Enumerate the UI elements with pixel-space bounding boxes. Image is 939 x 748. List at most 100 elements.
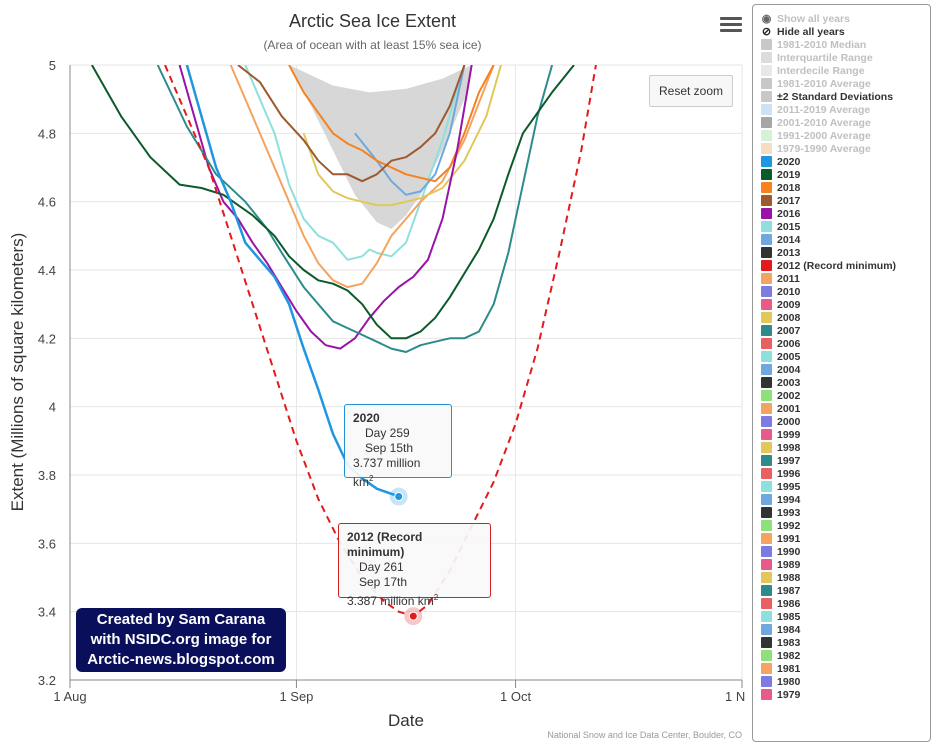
- legend-item[interactable]: 2011-2019 Average: [761, 103, 930, 116]
- legend-hide-all-label: Hide all years: [777, 25, 845, 38]
- legend-item[interactable]: 1996: [761, 467, 930, 480]
- credit-box: Created by Sam Carana with NSIDC.org ima…: [76, 608, 286, 672]
- legend-swatch: [761, 169, 772, 180]
- tooltip-2020: 2020 Day 259 Sep 15th 3.737 million km2: [344, 404, 452, 489]
- legend-label: 1985: [777, 610, 801, 623]
- legend-item[interactable]: 2010: [761, 285, 930, 298]
- legend-item[interactable]: 1992: [761, 519, 930, 532]
- legend-item[interactable]: 1981-2010 Average: [761, 77, 930, 90]
- legend-label: 2003: [777, 376, 801, 389]
- legend-swatch: [761, 637, 772, 648]
- legend-item[interactable]: 1991: [761, 532, 930, 545]
- legend-item[interactable]: 2014: [761, 233, 930, 246]
- legend-item[interactable]: 2011: [761, 272, 930, 285]
- legend-item[interactable]: 1980: [761, 675, 930, 688]
- legend-item[interactable]: 2008: [761, 311, 930, 324]
- series-line-2017: [237, 65, 466, 183]
- legend-item[interactable]: 1981: [761, 662, 930, 675]
- legend-item[interactable]: 1985: [761, 610, 930, 623]
- legend-item[interactable]: 1995: [761, 480, 930, 493]
- legend-item[interactable]: 2016: [761, 207, 930, 220]
- legend-item[interactable]: 1979-1990 Average: [761, 142, 930, 155]
- legend-label: 1981: [777, 662, 801, 675]
- legend-item[interactable]: 1991-2000 Average: [761, 129, 930, 142]
- legend-swatch: [761, 611, 772, 622]
- legend-label: 1986: [777, 597, 801, 610]
- legend-item[interactable]: 1994: [761, 493, 930, 506]
- legend-item[interactable]: 2003: [761, 376, 930, 389]
- y-axis-label: Extent (Millions of square kilometers): [8, 233, 27, 512]
- tooltip-value: 3.737 million km: [353, 456, 421, 489]
- legend-item[interactable]: 2017: [761, 194, 930, 207]
- legend-label: 2004: [777, 363, 801, 376]
- legend-item[interactable]: ±2 Standard Deviations: [761, 90, 930, 103]
- series-line-2015: [244, 65, 466, 261]
- y-tick-label: 3.4: [38, 605, 56, 620]
- legend-panel: ◉ Show all years ⊘ Hide all years 1981-201…: [752, 4, 931, 742]
- legend-item[interactable]: 1990: [761, 545, 930, 558]
- legend-item[interactable]: 1983: [761, 636, 930, 649]
- tooltip-day: Day 259: [365, 426, 410, 440]
- legend-swatch: [761, 130, 772, 141]
- legend-item[interactable]: 1998: [761, 441, 930, 454]
- legend-label: 2007: [777, 324, 801, 337]
- legend-label: 2013: [777, 246, 801, 259]
- legend-item[interactable]: 1987: [761, 584, 930, 597]
- legend-swatch: [761, 689, 772, 700]
- legend-item[interactable]: 2000: [761, 415, 930, 428]
- tooltip-day: Day 261: [359, 560, 404, 574]
- legend-item[interactable]: 2018: [761, 181, 930, 194]
- legend-item[interactable]: 2013: [761, 246, 930, 259]
- legend-item[interactable]: 1981-2010 Median: [761, 38, 930, 51]
- legend-item[interactable]: 1989: [761, 558, 930, 571]
- legend-label: 2000: [777, 415, 801, 428]
- legend-item[interactable]: 2005: [761, 350, 930, 363]
- legend-item[interactable]: 1997: [761, 454, 930, 467]
- legend-item[interactable]: 2001: [761, 402, 930, 415]
- legend-label: 2010: [777, 285, 801, 298]
- legend-item[interactable]: 1984: [761, 623, 930, 636]
- legend-label: 2015: [777, 220, 801, 233]
- legend-swatch: [761, 104, 772, 115]
- y-tick-label: 3.6: [38, 536, 56, 551]
- legend-label: 2011: [777, 272, 800, 285]
- y-tick-label: 4.2: [38, 331, 56, 346]
- legend-item[interactable]: Interquartile Range: [761, 51, 930, 64]
- legend-item[interactable]: 2015: [761, 220, 930, 233]
- x-tick-label: 1 Sep: [279, 689, 313, 704]
- std-dev-band-area: [289, 65, 472, 229]
- legend-item[interactable]: 2001-2010 Average: [761, 116, 930, 129]
- legend-item[interactable]: 1979: [761, 688, 930, 701]
- legend-label: Interdecile Range: [777, 64, 865, 77]
- legend-swatch: [761, 195, 772, 206]
- legend-item[interactable]: 1986: [761, 597, 930, 610]
- legend-item[interactable]: 2002: [761, 389, 930, 402]
- legend-swatch: [761, 286, 772, 297]
- legend-swatch: [761, 65, 772, 76]
- legend-swatch: [761, 364, 772, 375]
- legend-swatch: [761, 455, 772, 466]
- legend-item[interactable]: 2012 (Record minimum): [761, 259, 930, 272]
- legend-show-all[interactable]: ◉ Show all years: [761, 12, 930, 26]
- legend-hide-all[interactable]: ⊘ Hide all years: [761, 25, 930, 39]
- legend-label: 2014: [777, 233, 801, 246]
- legend-item[interactable]: 1988: [761, 571, 930, 584]
- chart-canvas: 3.2 3.4 3.6 3.8 4 4.2 4.4 4.6 4.8 5 1 Aug 1 Sep 1 Oc…: [8, 58, 745, 730]
- legend-item[interactable]: 2004: [761, 363, 930, 376]
- legend-item[interactable]: 2009: [761, 298, 930, 311]
- hamburger-icon[interactable]: [720, 17, 742, 35]
- legend-item[interactable]: 2007: [761, 324, 930, 337]
- legend-label: 1988: [777, 571, 801, 584]
- reset-zoom-button[interactable]: Reset zoom: [649, 75, 733, 107]
- legend-item[interactable]: 1993: [761, 506, 930, 519]
- legend-item[interactable]: 2006: [761, 337, 930, 350]
- legend-item[interactable]: Interdecile Range: [761, 64, 930, 77]
- legend-item[interactable]: 1982: [761, 649, 930, 662]
- legend-swatch: [761, 78, 772, 89]
- legend-item[interactable]: 1999: [761, 428, 930, 441]
- series-lines: [91, 65, 597, 618]
- legend-item[interactable]: 2019: [761, 168, 930, 181]
- series-line-2012: [164, 65, 597, 618]
- legend-swatch: [761, 403, 772, 414]
- legend-item[interactable]: 2020: [761, 155, 930, 168]
